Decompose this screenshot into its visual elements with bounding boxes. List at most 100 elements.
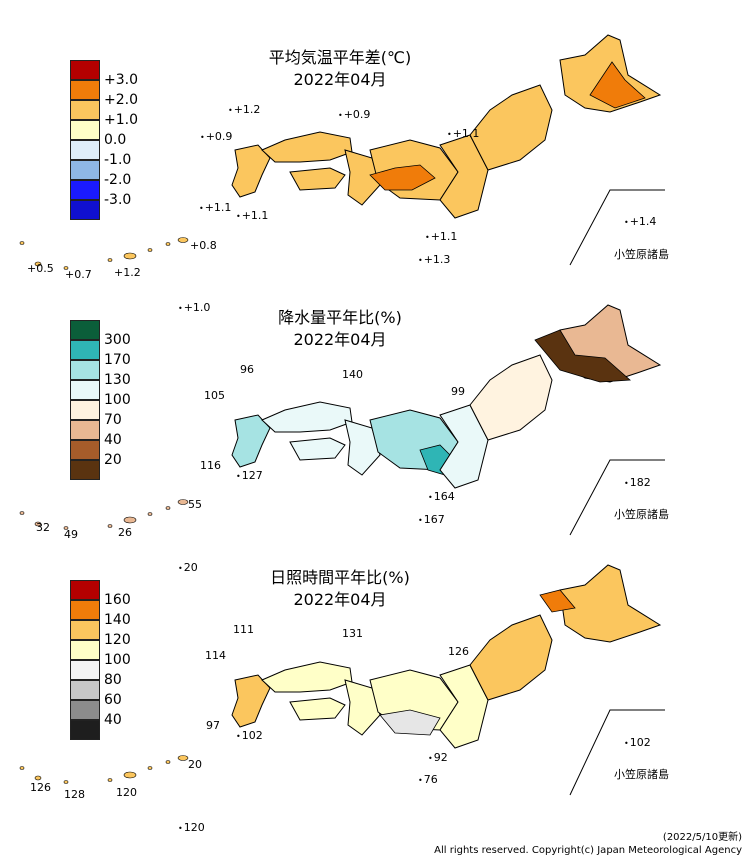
station-value: +1.4 <box>624 216 657 229</box>
legend-swatch <box>70 120 100 140</box>
legend-label: +3.0 <box>104 72 138 88</box>
region-chubu-core <box>379 709 441 736</box>
legend-swatch <box>70 340 100 360</box>
legend-swatch <box>70 60 100 80</box>
precipitation-subtitle: 2022年04月 <box>293 330 387 349</box>
station-value: 20 <box>178 562 198 575</box>
legend-label: 120 <box>104 632 131 648</box>
legend-label: 70 <box>104 412 122 428</box>
region-chubu-core <box>369 164 436 191</box>
station-value: 120 <box>178 822 205 835</box>
legend-swatch <box>70 600 100 620</box>
ogasawara-inset-border <box>569 189 665 266</box>
station-value: 55 <box>188 498 202 511</box>
temperature-title: 平均気温平年差(℃) <box>268 48 412 67</box>
legend-label: 130 <box>104 372 131 388</box>
station-value: +1.1 <box>425 231 458 244</box>
legend-label: 170 <box>104 352 131 368</box>
legend-label: +2.0 <box>104 92 138 108</box>
station-value: 97 <box>206 719 220 732</box>
temperature-subtitle: 2022年04月 <box>293 70 387 89</box>
legend-label: 40 <box>104 712 122 728</box>
station-value: +0.5 <box>27 262 54 275</box>
station-value: 26 <box>118 526 132 539</box>
region-tohoku <box>469 84 553 171</box>
station-value: 114 <box>205 649 226 662</box>
station-value: 99 <box>451 385 465 398</box>
legend-swatch <box>70 380 100 400</box>
legend-swatch <box>70 440 100 460</box>
region-kyushu <box>231 414 271 468</box>
region-hokkaido <box>559 564 662 643</box>
copyright: All rights reserved. Copyright(c) Japan … <box>434 845 742 856</box>
japan-map-precipitation <box>19 304 665 536</box>
legend-label: 60 <box>104 692 122 708</box>
nansei-islands <box>19 755 189 784</box>
station-value: 32 <box>36 521 50 534</box>
region-hokkaido-core <box>534 329 631 383</box>
legend-label: 0.0 <box>104 132 127 148</box>
legend-swatch <box>70 700 100 720</box>
region-kyushu <box>231 144 271 198</box>
legend-swatch <box>70 140 100 160</box>
station-value: 164 <box>428 491 455 504</box>
ogasawara-label: 小笠原諸島 <box>614 508 669 521</box>
station-value: +1.0 <box>178 302 211 315</box>
station-value: 49 <box>64 528 78 541</box>
nansei-islands <box>19 237 189 270</box>
legend-swatch <box>70 100 100 120</box>
station-value: +0.9 <box>338 109 371 122</box>
station-value: 167 <box>418 514 445 527</box>
ogasawara-label: 小笠原諸島 <box>614 248 669 261</box>
station-value: +0.9 <box>200 131 233 144</box>
legend-label: 300 <box>104 332 131 348</box>
region-shikoku <box>289 167 346 191</box>
legend-swatch <box>70 660 100 680</box>
region-shikoku <box>289 437 346 461</box>
station-value: +1.2 <box>114 266 141 279</box>
legend-swatch <box>70 320 100 340</box>
legend-label: -2.0 <box>104 172 132 188</box>
station-value: 76 <box>418 774 438 787</box>
legend-label: 100 <box>104 652 131 668</box>
legend-swatch <box>70 420 100 440</box>
sunshine-panel: 日照時間平年比(%) 2022年04月 160 140 120 100 80 6… <box>0 0 750 834</box>
station-value: 96 <box>240 363 254 376</box>
station-value: 126 <box>448 645 469 658</box>
legend-label: 80 <box>104 672 122 688</box>
station-value: +1.1 <box>199 202 232 215</box>
nansei-islands <box>19 499 189 530</box>
station-value: +1.1 <box>447 128 480 141</box>
legend-label: 100 <box>104 392 131 408</box>
station-value: 140 <box>342 368 363 381</box>
region-kyushu <box>231 674 271 728</box>
legend-label: 160 <box>104 592 131 608</box>
update-date: (2022/5/10更新) <box>662 832 742 843</box>
temperature-panel: 平均気温平年差(℃) 2022年04月 +3.0 +2.0 +1.0 0.0 -… <box>0 0 750 314</box>
legend-swatch <box>70 460 100 480</box>
station-value: 20 <box>188 758 202 771</box>
legend-swatch <box>70 720 100 740</box>
legend-label: 40 <box>104 432 122 448</box>
region-tohoku <box>469 614 553 701</box>
legend-label: 140 <box>104 612 131 628</box>
region-tohoku <box>469 354 553 441</box>
station-value: 131 <box>342 627 363 640</box>
legend-swatch <box>70 400 100 420</box>
station-value: +1.2 <box>228 104 261 117</box>
legend-swatch <box>70 360 100 380</box>
legend-label: +1.0 <box>104 112 138 128</box>
precipitation-panel: 降水量平年比(%) 2022年04月 300 170 130 100 70 40… <box>0 0 750 574</box>
station-value: +0.8 <box>190 239 217 252</box>
station-value: 127 <box>236 470 263 483</box>
station-value: 116 <box>200 459 221 472</box>
ogasawara-inset-border <box>569 709 665 796</box>
region-hokkaido-core <box>539 589 576 613</box>
station-value: 102 <box>236 730 263 743</box>
region-chugoku <box>261 661 353 693</box>
legend-swatch <box>70 200 100 220</box>
ogasawara-inset-border <box>569 459 665 536</box>
station-value: 120 <box>116 786 137 799</box>
station-value: 128 <box>64 788 85 801</box>
